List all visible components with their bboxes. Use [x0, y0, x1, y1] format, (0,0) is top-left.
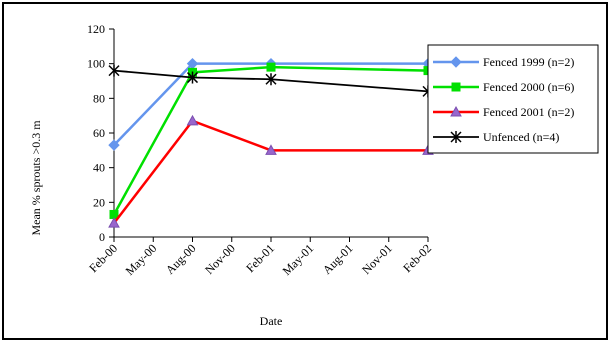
legend-item: Unfenced (n=4): [433, 130, 559, 144]
series-line: [113, 119, 428, 224]
series-line: [112, 65, 429, 216]
y-tick-label: 100: [87, 57, 105, 71]
data-point-square: [266, 62, 276, 72]
y-tick-label: 20: [93, 195, 105, 209]
y-tick-label: 60: [93, 126, 105, 140]
legend-label: Fenced 1999 (n=2): [483, 55, 574, 69]
y-tick-label: 120: [87, 22, 105, 36]
data-point-diamond: [108, 139, 120, 151]
data-point-asterisk: [450, 131, 462, 143]
series-line: [113, 62, 428, 147]
data-point-asterisk: [265, 73, 277, 86]
data-point-asterisk: [108, 64, 120, 77]
y-tick-label: 0: [99, 230, 105, 244]
data-point-triangle: [186, 114, 199, 126]
data-point-square: [451, 82, 461, 92]
y-tick-label: 40: [93, 161, 105, 175]
data-point-triangle: [108, 217, 120, 228]
data-point-asterisk: [186, 71, 199, 84]
legend-item: Fenced 2001 (n=2): [433, 105, 574, 119]
data-point-triangle: [265, 144, 277, 155]
y-tick-label: 80: [93, 91, 105, 105]
legend-label: Unfenced (n=4): [483, 130, 559, 144]
y-axis-title: Mean % sprouts >0.3 m: [29, 120, 43, 236]
data-point-triangle: [450, 105, 462, 117]
data-point-diamond: [450, 56, 462, 68]
series-line: [113, 69, 429, 93]
legend-item: Fenced 1999 (n=2): [433, 55, 574, 69]
legend-label: Fenced 2001 (n=2): [483, 105, 574, 119]
legend-item: Fenced 2000 (n=6): [433, 80, 574, 94]
legend-label: Fenced 2000 (n=6): [483, 80, 574, 94]
x-axis-title: Date: [260, 314, 283, 328]
